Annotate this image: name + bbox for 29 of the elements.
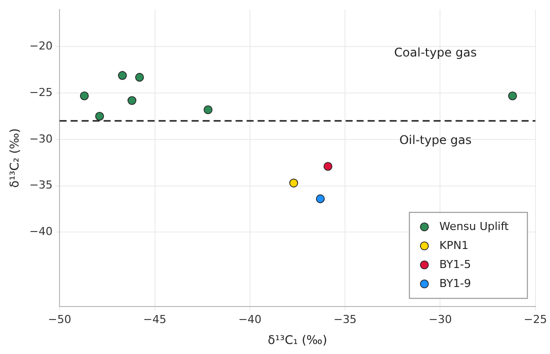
x-axis-title: δ¹³C₁ (‰): [268, 332, 328, 347]
point: [204, 105, 212, 114]
x-tick-label: −30: [428, 312, 452, 326]
x-tick-label: −35: [333, 312, 357, 326]
legend-label: BY1-9: [439, 276, 472, 290]
legend-label: KPN1: [439, 238, 468, 252]
point: [80, 91, 89, 100]
annotation: Coal-type gas: [394, 46, 477, 60]
y-tick-label: −25: [29, 86, 53, 99]
y-tick-label: −40: [29, 225, 53, 238]
x-tick-label: −25: [524, 312, 547, 326]
legend-label: BY1-5: [439, 258, 472, 271]
point: [95, 112, 104, 121]
y-tick-label: −20: [29, 40, 53, 53]
point: [316, 194, 325, 204]
point: [128, 96, 136, 105]
legend-label: Wensu Uplift: [439, 220, 510, 233]
point: [118, 71, 127, 80]
point: [508, 91, 517, 100]
annotation: Oil-type gas: [399, 133, 472, 148]
point: [135, 72, 144, 82]
x-tick-label: −45: [143, 312, 166, 326]
y-axis-title: δ¹³C₂ (‰): [7, 128, 22, 188]
point: [324, 162, 332, 171]
point: [289, 178, 298, 188]
x-tick-label: −50: [48, 312, 72, 326]
y-tick-label: −30: [29, 132, 53, 146]
x-tick-label: −40: [238, 312, 262, 326]
y-tick-label: −35: [29, 178, 53, 192]
